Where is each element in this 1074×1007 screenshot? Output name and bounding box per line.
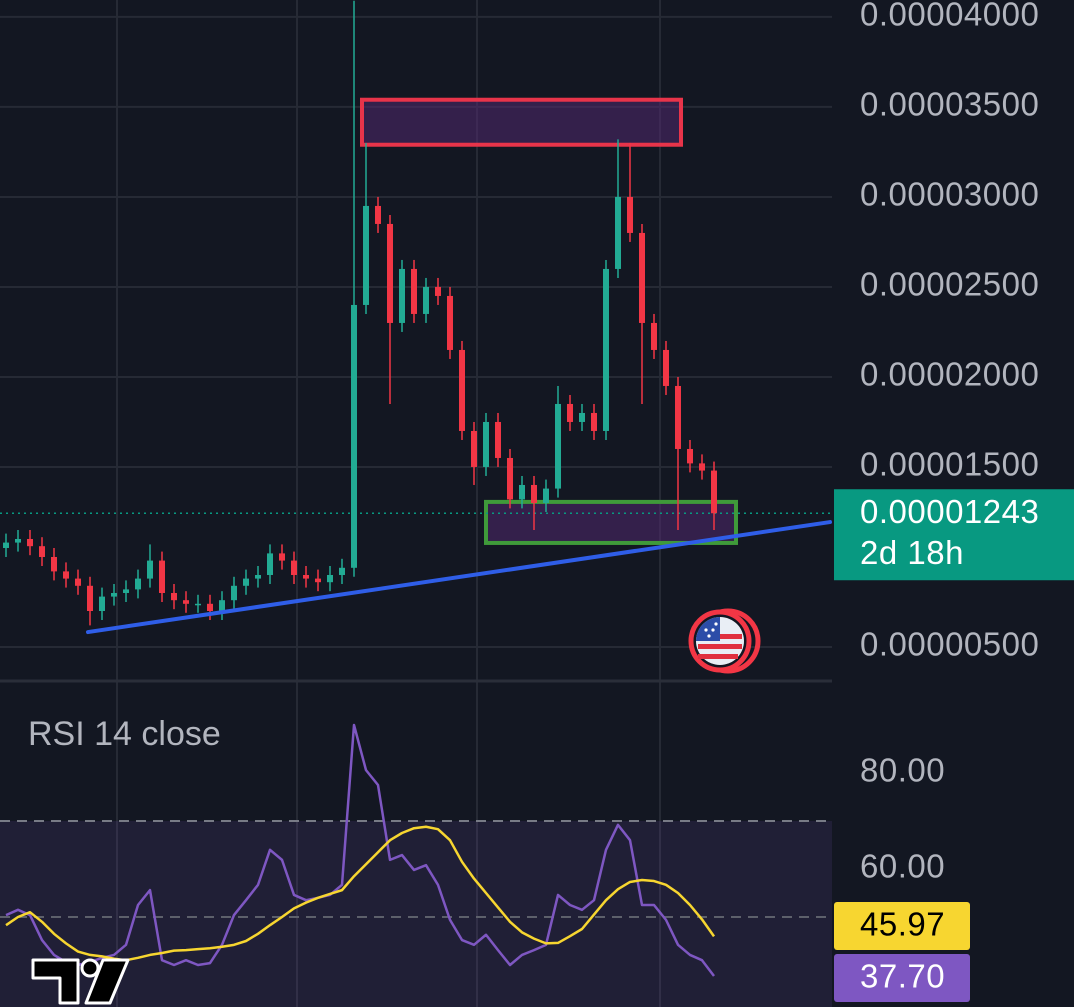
- candle-body: [567, 403, 573, 422]
- candle-body: [135, 578, 141, 590]
- price-pane: [0, 0, 832, 635]
- zone-box: [484, 499, 738, 545]
- candle-body: [87, 585, 93, 611]
- candle-body: [495, 421, 501, 458]
- candle-body: [399, 268, 405, 323]
- y-tick-label: 0.00003500: [860, 86, 1039, 123]
- candle-body: [483, 421, 489, 467]
- rsi-line: [5, 723, 715, 977]
- y-tick-label: 0.00004000: [860, 0, 1039, 33]
- indicator-title: RSI 14 close: [28, 715, 221, 753]
- y-tick-label: 0.00002000: [860, 356, 1039, 393]
- candle-body: [555, 403, 561, 489]
- candle-body: [75, 578, 81, 586]
- candle-body: [339, 567, 345, 575]
- candle-body: [687, 448, 693, 464]
- candle-body: [639, 232, 645, 323]
- candle-body: [447, 295, 453, 350]
- candle-body: [291, 560, 297, 575]
- candle-body: [147, 560, 153, 579]
- candle-body: [411, 268, 417, 314]
- candle-body: [3, 542, 9, 548]
- last-price-box: [834, 489, 1074, 581]
- candle-body: [699, 463, 705, 471]
- candle-body: [351, 304, 357, 568]
- candle-body: [663, 349, 669, 386]
- candle-body: [15, 538, 21, 543]
- candle-body: [615, 196, 621, 269]
- candle-body: [255, 574, 261, 579]
- value-label: 45.97: [860, 906, 945, 943]
- candle-body: [711, 470, 717, 514]
- candle-body: [507, 457, 513, 500]
- candle-body: [183, 600, 189, 604]
- candle-body: [39, 546, 45, 557]
- candle-body: [327, 574, 333, 583]
- value-label-box: [834, 902, 970, 950]
- candle-body: [243, 578, 249, 586]
- candle-body: [51, 556, 57, 572]
- trendline: [86, 520, 832, 635]
- candle-body: [423, 286, 429, 314]
- candle-body: [315, 578, 321, 583]
- rsi-pane: [0, 723, 832, 1007]
- candle-body: [471, 430, 477, 467]
- candle-body: [363, 205, 369, 305]
- y-tick-label: 0.00001500: [860, 446, 1039, 483]
- y-tick-label: 60.00: [860, 848, 945, 885]
- candle-body: [579, 412, 585, 422]
- y-tick-label: 0.00003000: [860, 176, 1039, 213]
- y-tick-label: 80.00: [860, 752, 945, 789]
- axis-labels: 0.00004000 0.00003500 0.00003000 0.00002500…: [834, 0, 1074, 1002]
- y-tick-label: 0.00002500: [860, 266, 1039, 303]
- candle-body: [531, 484, 537, 503]
- candle-body: [591, 412, 597, 431]
- candle-body: [519, 484, 525, 500]
- y-tick-label: 0.00000500: [860, 626, 1039, 663]
- candle-body: [267, 553, 273, 575]
- value-label-box: [834, 954, 970, 1002]
- candle-body: [231, 585, 237, 601]
- candle-body: [627, 196, 633, 233]
- candle-body: [27, 538, 33, 547]
- candle-body: [111, 592, 117, 597]
- tradingview-logo: [31, 958, 130, 1005]
- last-price-label: 0.00001243: [860, 493, 1039, 530]
- candle-body: [543, 488, 549, 503]
- candle-body: [651, 322, 657, 350]
- candle-body: [459, 349, 465, 431]
- candle-body: [99, 596, 105, 611]
- rsi-band: [0, 821, 832, 1007]
- flag-icon: [688, 608, 761, 674]
- candle-body: [603, 268, 609, 431]
- candle-body: [303, 574, 309, 579]
- countdown-label: 2d 18h: [860, 534, 964, 571]
- candle-body: [435, 286, 441, 296]
- candle-body: [171, 592, 177, 601]
- candle-body: [375, 205, 381, 224]
- candle-body: [675, 385, 681, 449]
- candle-body: [159, 560, 165, 593]
- candle-body: [207, 603, 213, 611]
- candle-body: [195, 603, 201, 606]
- candle-body: [279, 553, 285, 561]
- candle-body: [387, 223, 393, 323]
- value-label: 37.70: [860, 958, 945, 995]
- zone-box: [360, 97, 683, 147]
- candle-body: [63, 571, 69, 579]
- candle-body: [219, 600, 225, 611]
- candle-body: [123, 589, 129, 593]
